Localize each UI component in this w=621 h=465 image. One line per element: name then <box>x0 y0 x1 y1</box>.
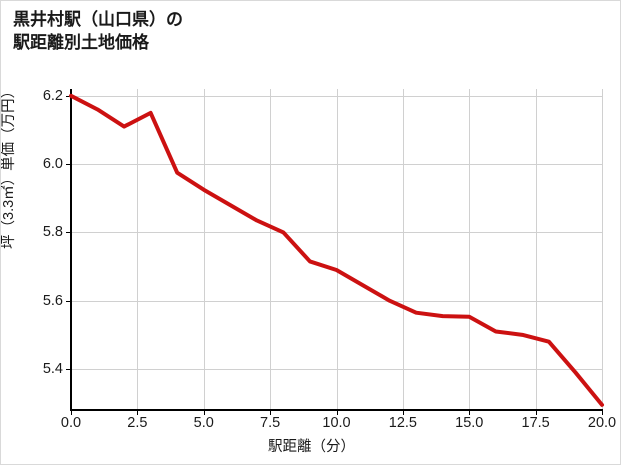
gridline-horizontal <box>71 164 602 165</box>
x-tick-label: 10.0 <box>322 415 351 431</box>
y-tick-label: 6.0 <box>42 156 63 173</box>
y-tick-label: 5.4 <box>42 361 63 378</box>
x-tick-label: 15.0 <box>455 415 484 431</box>
gridline-vertical <box>137 89 138 410</box>
y-tick-mark <box>66 232 70 233</box>
y-tick-mark <box>66 369 70 370</box>
y-tick-label: 5.8 <box>42 224 63 241</box>
x-tick-label: 2.5 <box>127 415 148 431</box>
x-tick-label: 0.0 <box>60 415 82 431</box>
y-tick-mark <box>66 164 70 165</box>
x-tick-mark <box>403 411 404 415</box>
gridline-horizontal <box>71 301 602 302</box>
y-tick-label: 6.2 <box>42 87 63 104</box>
x-tick-label: 20.0 <box>587 415 617 431</box>
y-tick-label: 5.6 <box>42 292 63 309</box>
gridline-vertical <box>602 89 603 410</box>
x-tick-mark <box>71 411 72 415</box>
gridline-vertical <box>204 89 205 410</box>
y-tick-mark <box>66 301 70 302</box>
gridline-vertical <box>337 89 338 410</box>
chart-title: 黒井村駅（山口県）の 駅距離別土地価格 <box>13 10 183 52</box>
y-axis-line <box>70 89 72 411</box>
gridline-vertical <box>270 89 271 410</box>
x-tick-mark <box>137 411 138 415</box>
x-tick-label: 7.5 <box>260 415 281 431</box>
x-tick-mark <box>602 411 603 415</box>
x-tick-mark <box>536 411 537 415</box>
y-axis-label: 坪（3.3㎡）単価（万円） <box>1 83 17 249</box>
gridline-vertical <box>536 89 537 410</box>
gridline-vertical <box>403 89 404 410</box>
gridline-vertical <box>469 89 470 410</box>
x-tick-mark <box>270 411 271 415</box>
x-axis-label: 駅距離（分） <box>268 439 355 455</box>
gridline-horizontal <box>71 96 602 97</box>
x-tick-mark <box>337 411 338 415</box>
gridline-horizontal <box>71 369 602 370</box>
x-tick-mark <box>204 411 205 415</box>
y-tick-mark <box>66 96 70 97</box>
gridline-horizontal <box>71 232 602 233</box>
x-axis-line <box>70 409 603 411</box>
x-tick-label: 5.0 <box>193 415 214 431</box>
series-line-chart <box>69 93 604 407</box>
x-tick-label: 17.5 <box>521 415 550 431</box>
plot-area <box>71 89 602 410</box>
series-polyline <box>69 93 604 407</box>
x-tick-label: 12.5 <box>388 415 417 431</box>
x-tick-mark <box>469 411 470 415</box>
